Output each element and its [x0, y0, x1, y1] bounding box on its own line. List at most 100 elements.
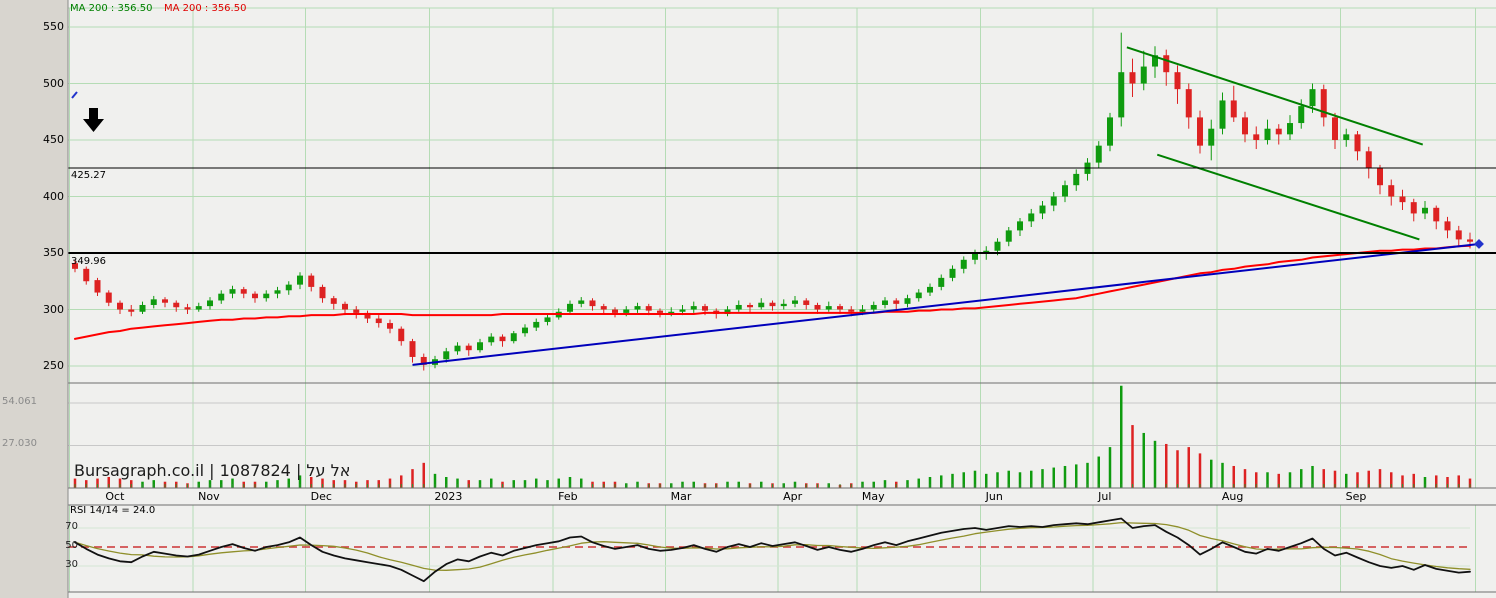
month-label: Oct: [105, 490, 124, 503]
price-axis-label: 400: [38, 190, 64, 203]
candle-body: [893, 300, 899, 303]
watermark: Bursagraph.co.il | 1087824 | אל על: [74, 461, 350, 480]
candle-body: [871, 305, 877, 310]
candle-body: [185, 307, 191, 309]
candle-body: [308, 276, 314, 287]
candle-body: [1276, 129, 1282, 135]
candle-body: [252, 294, 258, 299]
candle-body: [781, 304, 787, 306]
candle-body: [826, 306, 832, 309]
candle-body: [950, 269, 956, 278]
candle-body: [938, 278, 944, 287]
candle-body: [342, 304, 348, 310]
candle-body: [511, 333, 517, 341]
candle-body: [1175, 72, 1181, 89]
candle-body: [1186, 89, 1192, 117]
month-label: Sep: [1346, 490, 1367, 503]
candle-body: [1467, 239, 1473, 241]
candle-body: [1310, 89, 1316, 106]
candle-body: [286, 285, 292, 291]
candle-body: [1400, 197, 1406, 203]
candle-body: [1118, 72, 1124, 117]
month-label: Feb: [558, 490, 577, 503]
candle-body: [1433, 208, 1439, 222]
candle-body: [1040, 206, 1046, 214]
candle-body: [353, 310, 359, 313]
candle-body: [1242, 117, 1248, 134]
candle-body: [815, 305, 821, 310]
candle-body: [1107, 117, 1113, 145]
candle-body: [410, 341, 416, 357]
candle-body: [196, 306, 202, 309]
candle-body: [995, 242, 1001, 251]
channel-upper-trendline: [1127, 47, 1423, 144]
candle-body: [207, 300, 213, 306]
candle-body: [567, 304, 573, 312]
ma200-legend-red: MA 200 : 356.50: [164, 3, 246, 14]
candle-body: [1332, 117, 1338, 140]
candle-body: [140, 305, 146, 312]
candle-body: [533, 322, 539, 328]
candle-body: [736, 305, 742, 310]
candle-body: [117, 303, 123, 310]
volume-axis-label: 27.030: [2, 438, 37, 449]
candle-body: [1096, 146, 1102, 163]
month-label: May: [862, 490, 885, 503]
candle-body: [500, 337, 506, 342]
candle-body: [1343, 134, 1349, 140]
candle-body: [162, 299, 168, 302]
candle-body: [455, 346, 461, 352]
candle-body: [95, 280, 101, 292]
candle-body: [83, 269, 89, 281]
candle-body: [578, 300, 584, 303]
candle-body: [837, 306, 843, 309]
candle-body: [612, 310, 618, 313]
down-arrow-annotation: [83, 108, 104, 132]
rsi-indicator-label: RSI 14/14 = 24.0: [70, 505, 155, 516]
candle-body: [275, 290, 281, 293]
candle-body: [522, 328, 528, 334]
candle-body: [1141, 67, 1147, 84]
candle-body: [916, 293, 922, 299]
candle-body: [545, 317, 551, 322]
candle-body: [1366, 151, 1372, 168]
month-label: Apr: [783, 490, 802, 503]
price-axis-label: 450: [38, 133, 64, 146]
month-label: Aug: [1222, 490, 1243, 503]
month-label: Jul: [1098, 490, 1111, 503]
volume-axis-label: 54.061: [2, 396, 37, 407]
candle-body: [747, 305, 753, 307]
month-label: 2023: [434, 490, 462, 503]
candle-body: [106, 293, 112, 303]
price-axis-label: 550: [38, 20, 64, 33]
candle-body: [376, 319, 382, 324]
candle-body: [398, 329, 404, 341]
candle-body: [477, 342, 483, 350]
pen-mark: [72, 92, 77, 98]
price-volume-rsi-chart[interactable]: [0, 0, 1496, 598]
candle-body: [905, 298, 911, 304]
month-label: Nov: [198, 490, 219, 503]
candle-body: [1265, 129, 1271, 140]
rsi-axis-label: 70: [62, 521, 78, 532]
rsi-axis-label: 50: [62, 540, 78, 551]
ma200-legend-green: MA 200 : 356.50: [70, 3, 152, 14]
candle-body: [1445, 221, 1451, 230]
price-axis-label: 300: [38, 303, 64, 316]
candle-body: [1411, 202, 1417, 213]
candle-body: [263, 294, 269, 299]
candle-body: [1208, 129, 1214, 146]
candle-body: [882, 300, 888, 305]
candle-body: [803, 300, 809, 305]
support-level-label: 349.96: [71, 256, 106, 267]
candle-body: [230, 289, 236, 294]
candle-body: [860, 310, 866, 312]
candle-body: [151, 299, 157, 305]
candle-body: [758, 303, 764, 308]
candle-body: [590, 300, 596, 306]
candle-body: [1130, 72, 1136, 83]
candle-body: [173, 303, 179, 308]
candle-body: [961, 260, 967, 269]
candle-body: [443, 351, 449, 359]
candle-body: [635, 306, 641, 309]
